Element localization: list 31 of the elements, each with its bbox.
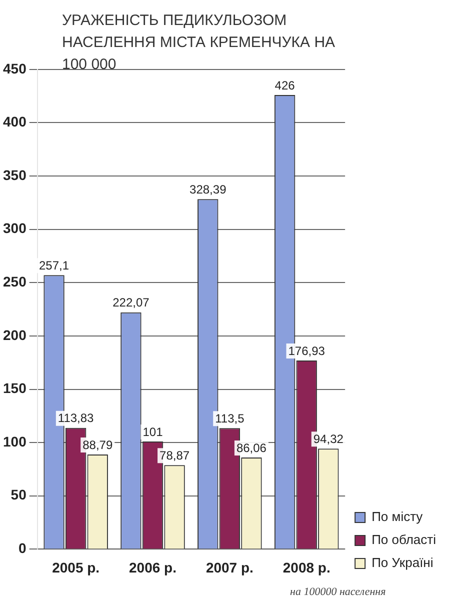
data-label: 426 bbox=[274, 78, 296, 92]
y-tick-label: 150 bbox=[3, 380, 27, 396]
data-label: 328,39 bbox=[190, 182, 227, 196]
legend-label: По області bbox=[372, 532, 436, 548]
y-tick-label: 50 bbox=[10, 486, 27, 503]
data-label: 101 bbox=[142, 424, 164, 439]
data-label: 113,5 bbox=[215, 411, 245, 426]
chart-title: УРАЖЕНІСТЬ ПЕДИКУЛЬОЗОМ НАСЕЛЕННЯ МІСТА КРЕМЕНЧУКА НА 100 000 bbox=[62, 11, 336, 75]
data-label: 222,07 bbox=[112, 296, 150, 310]
data-label: 113,83 bbox=[58, 411, 94, 426]
legend-label: По місту bbox=[372, 509, 424, 524]
y-tick-label: 450 bbox=[3, 60, 27, 76]
data-label: 78,87 bbox=[160, 448, 190, 462]
data-label: 88,79 bbox=[82, 438, 113, 452]
data-label: 94,32 bbox=[313, 432, 344, 446]
y-tick-label: 300 bbox=[3, 220, 27, 236]
data-label: 176,93 bbox=[288, 344, 326, 358]
data-label: 257,1 bbox=[39, 258, 70, 272]
data-label: 86,06 bbox=[236, 440, 267, 455]
legend-label: По Україні bbox=[372, 555, 434, 570]
x-tick-label: 2008 р. bbox=[282, 559, 330, 576]
y-tick-label: 250 bbox=[3, 274, 27, 290]
y-tick-label: 350 bbox=[3, 166, 27, 183]
x-tick-label: 2007 р. bbox=[206, 559, 254, 576]
x-tick-label: 2005 р. bbox=[52, 559, 100, 576]
y-tick-label: 0 bbox=[18, 540, 27, 556]
y-tick-label: 100 bbox=[3, 433, 27, 450]
y-tick-label: 200 bbox=[3, 326, 27, 343]
text: на 100000 населення bbox=[290, 586, 386, 598]
y-tick-label: 400 bbox=[3, 114, 27, 130]
x-tick-label: 2006 р. bbox=[129, 559, 176, 576]
